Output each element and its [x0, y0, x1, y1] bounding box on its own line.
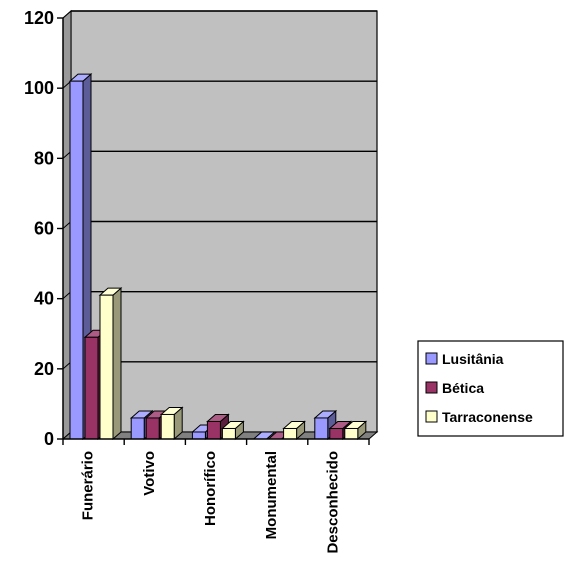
y-tick-label: 0: [44, 429, 54, 449]
y-tick-label: 60: [34, 219, 54, 239]
y-axis-tick-labels: 0 20 40 60 80 100 120: [24, 8, 54, 449]
legend-swatch: [425, 381, 438, 394]
axes: [57, 17, 370, 445]
legend-label: Lusitânia: [442, 351, 504, 367]
y-tick-label: 40: [34, 289, 54, 309]
legend-box: [417, 340, 564, 437]
gridlines: [62, 10, 377, 370]
x-tick-label: Funerário: [80, 451, 97, 520]
y-tick-label: 80: [34, 148, 54, 168]
bar-Tarraconense-Desconhecido: [343, 420, 368, 441]
x-tick-label: Votivo: [141, 451, 158, 496]
x-tick-label: Honorífico: [202, 451, 219, 526]
legend-swatch: [425, 352, 438, 365]
x-tick-label: Monumental: [263, 451, 280, 539]
bar-Tarraconense-Honorífico: [221, 420, 245, 441]
bars: [68, 73, 368, 441]
y-tick-label: 120: [24, 8, 54, 28]
legend-swatch: [425, 410, 438, 423]
x-tick-label: Desconhecido: [324, 451, 341, 554]
x-axis-tick-labels: Funerário Votivo Honorífico Monumental Desco…: [80, 451, 342, 554]
y-tick-label: 100: [24, 78, 54, 98]
gridline-side: [62, 10, 72, 19]
y-tick-label: 20: [34, 359, 54, 379]
bar-Tarraconense-Votivo: [159, 406, 184, 441]
legend: Lusitânia Bética Tarraconense: [417, 340, 564, 437]
legend-label: Bética: [442, 380, 484, 396]
legend-label: Tarraconense: [442, 409, 533, 425]
bar-Tarraconense-Funerário: [98, 287, 123, 441]
